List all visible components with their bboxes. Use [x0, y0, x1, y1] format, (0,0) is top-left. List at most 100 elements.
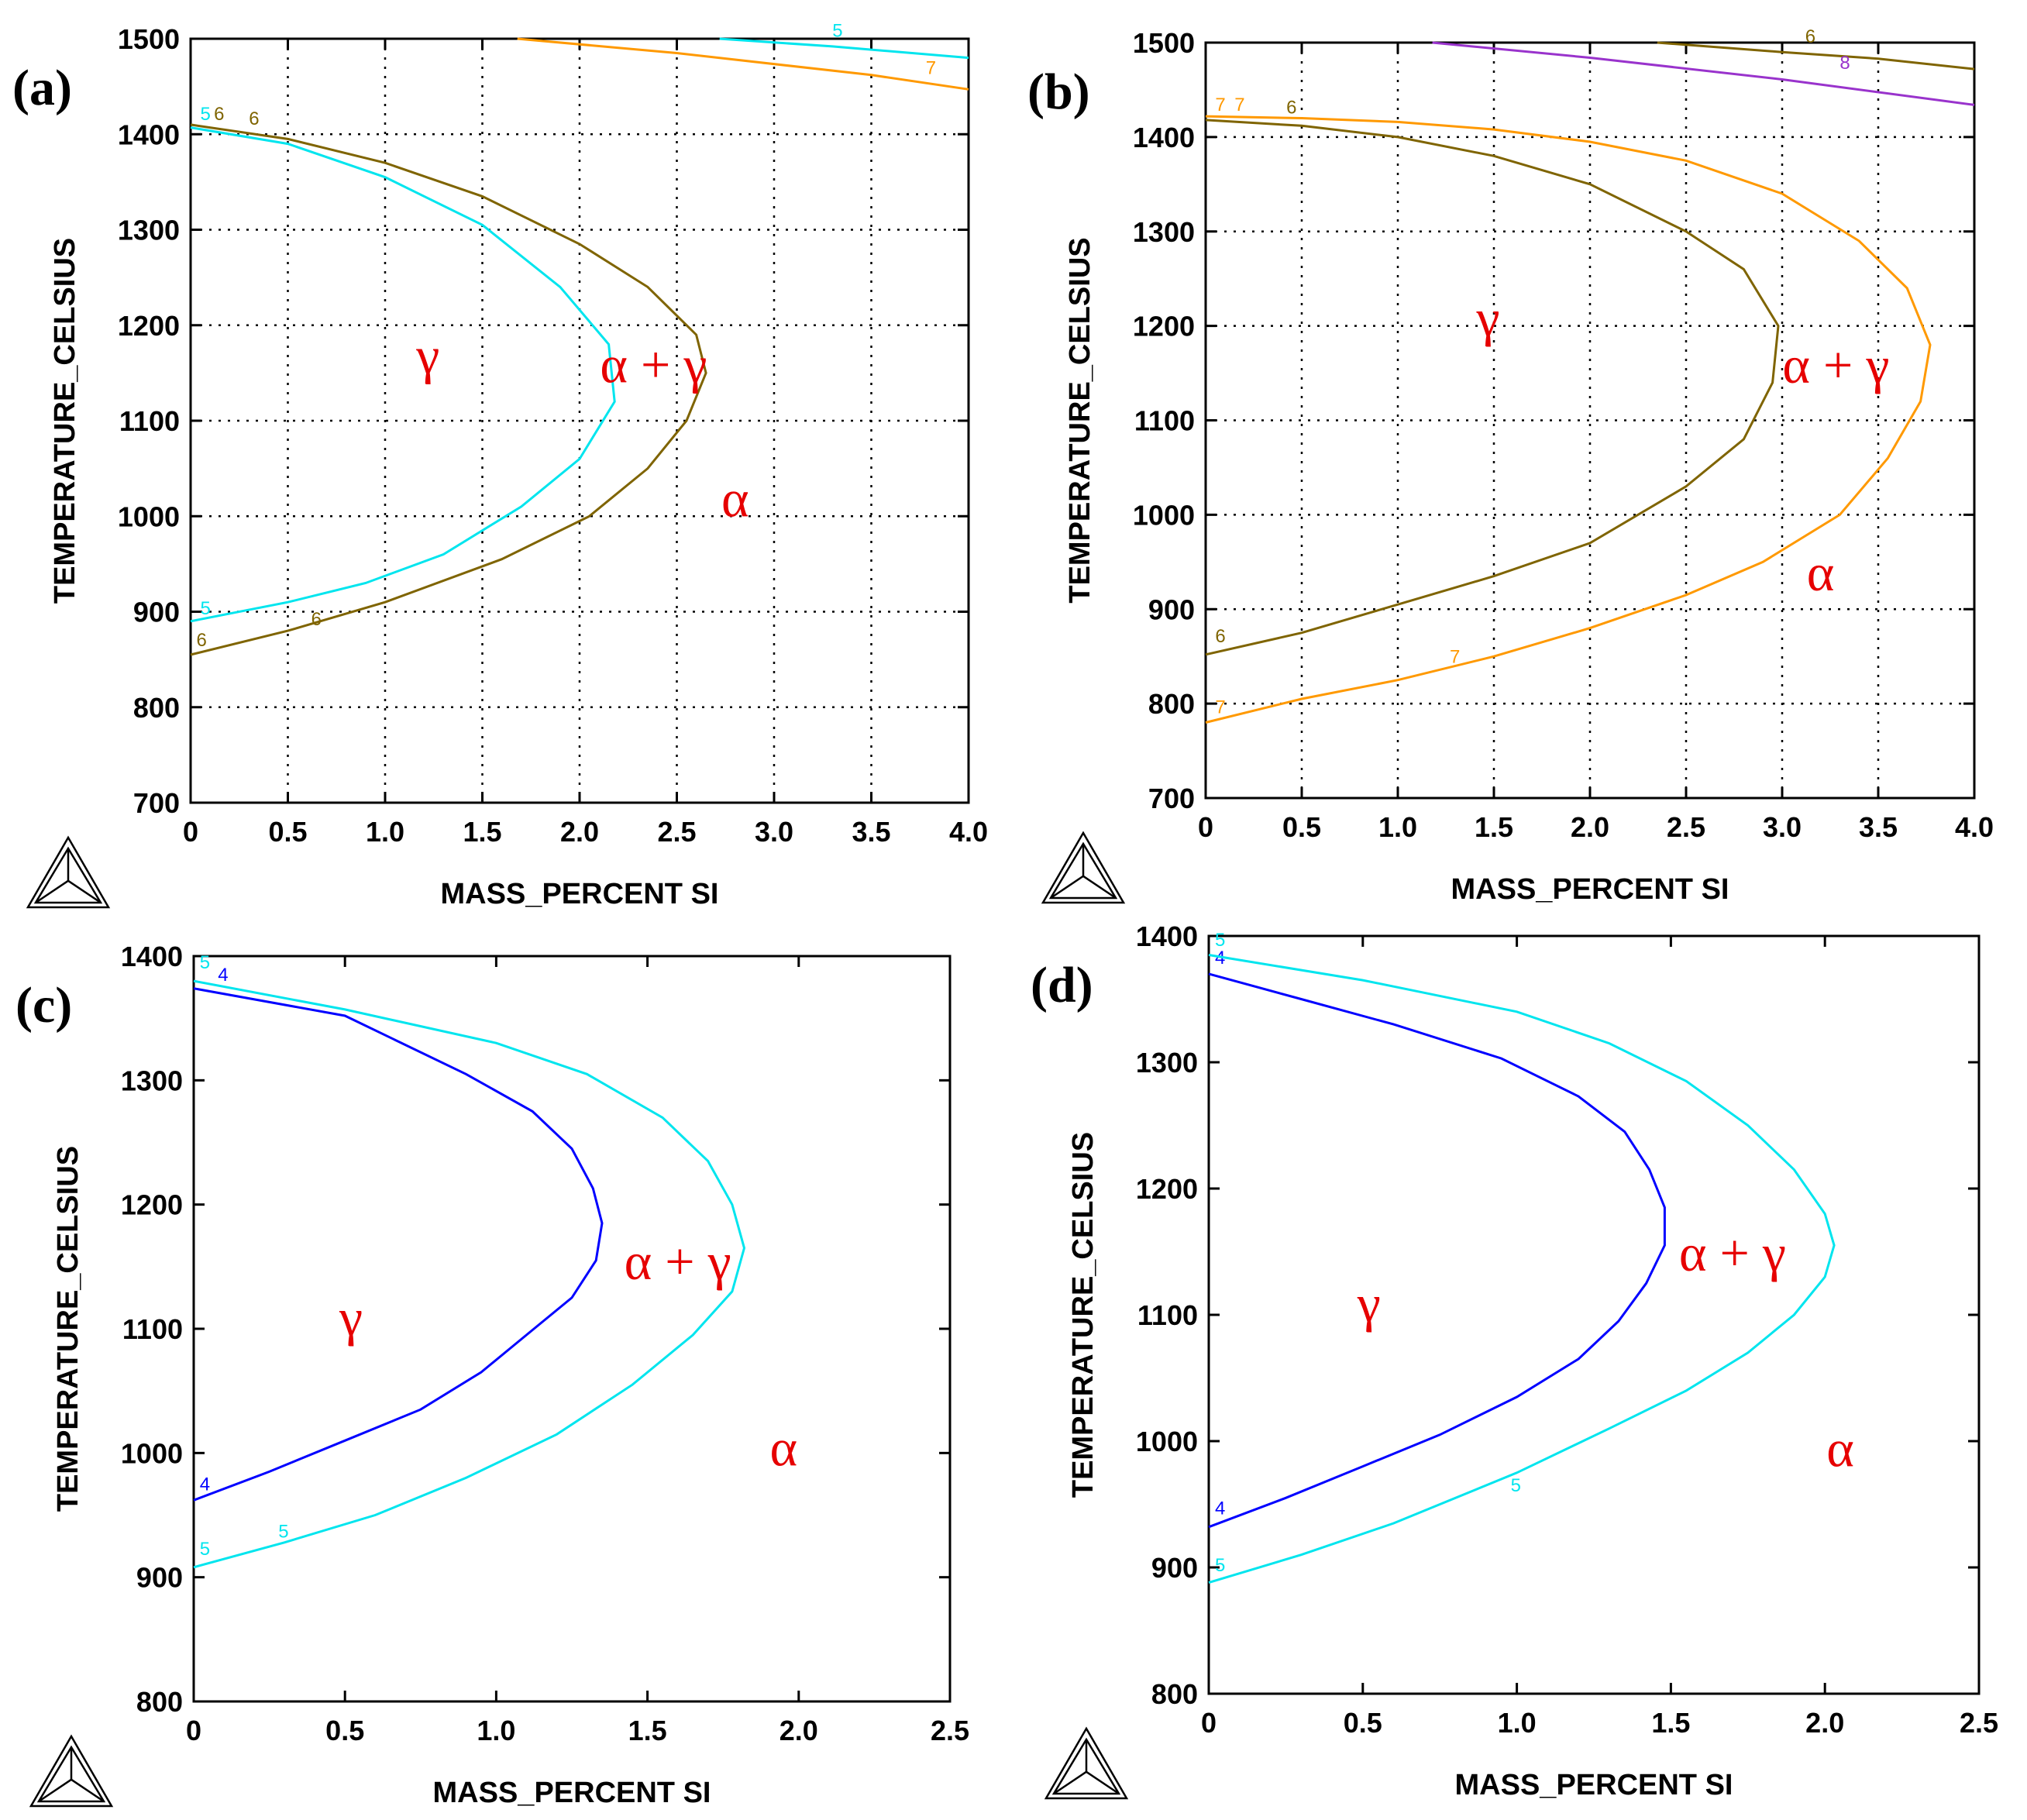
panel-label: (a) — [12, 60, 72, 116]
curve-number-label: 5 — [832, 21, 842, 42]
x-tick-label: 1.0 — [1378, 811, 1417, 843]
curve-number-label: 7 — [1234, 95, 1244, 115]
chart-panel-4: 0 0.5 1.0 1.5 2.0 2.5 800 900 1000 1100 1200 1300 14… — [1031, 920, 1998, 1801]
curve-number-label: 5 — [1215, 1555, 1225, 1576]
curve-number-label: 6 — [311, 609, 322, 630]
y-tick-label: 1500 — [118, 23, 180, 55]
curve-number-label: 6 — [1286, 97, 1296, 118]
logo-outer-triangle — [26, 835, 111, 909]
curve-number-label: 5 — [200, 952, 210, 973]
x-axis-title: MASS_PERCENT SI — [433, 1777, 711, 1809]
curve-number-label: 5 — [200, 1539, 210, 1560]
phase-boundary-5 — [719, 37, 969, 60]
curve-number-label: 4 — [200, 1474, 210, 1495]
software-logo-icon — [1044, 1726, 1129, 1800]
phase-boundary-5 — [193, 979, 746, 1569]
phase-region-label: α + γ — [1679, 1223, 1786, 1282]
chart-panel-3: 0 0.5 1.0 1.5 2.0 2.5 800 900 1000 1100 1200 1300 14… — [15, 941, 969, 1809]
y-tick-label: 1200 — [1136, 1173, 1198, 1205]
curve-number-label: 5 — [1511, 1475, 1521, 1496]
y-tick-label: 1200 — [118, 310, 180, 342]
x-axis-title: MASS_PERCENT SI — [1451, 873, 1729, 906]
phase-boundary-7 — [517, 37, 969, 91]
y-tick-label: 1000 — [118, 501, 180, 532]
curve-number-label: 7 — [1450, 647, 1460, 668]
x-tick-label: 2.0 — [1805, 1707, 1844, 1739]
software-logo-icon — [1041, 831, 1126, 904]
software-logo-icon — [29, 1734, 114, 1808]
logo-inner-triangle — [33, 846, 103, 904]
curve-number-label: 7 — [1215, 95, 1225, 115]
phase-region-label: γ — [1357, 1274, 1381, 1333]
phase-region-label: α — [721, 469, 749, 528]
phase-region-label: α — [1807, 543, 1835, 602]
phase-boundary-6 — [1657, 41, 1975, 71]
y-tick-label: 1000 — [1133, 499, 1195, 531]
x-tick-label: 0 — [1201, 1707, 1217, 1739]
y-tick-label: 1000 — [121, 1437, 183, 1469]
software-logo-icon — [26, 835, 111, 909]
x-tick-label: 2.5 — [1667, 811, 1705, 843]
curve-number-label: 5 — [278, 1521, 288, 1542]
logo-inner-triangle — [36, 1745, 106, 1803]
x-tick-label: 3.0 — [1763, 811, 1802, 843]
y-tick-label: 1300 — [118, 215, 180, 246]
y-tick-label: 1100 — [1137, 1299, 1198, 1331]
x-tick-label: 1.5 — [463, 816, 501, 848]
logo-outer-triangle — [1044, 1726, 1129, 1800]
y-tick-label: 700 — [1148, 783, 1195, 814]
logo-spoke — [38, 1778, 72, 1803]
x-tick-label: 1.5 — [628, 1715, 667, 1746]
y-tick-label: 800 — [136, 1686, 183, 1718]
curve-number-label: 6 — [249, 108, 259, 129]
chart-panel-2: 0 0.5 1.0 1.5 2.0 2.5 3.0 3.5 4.0 700 800 900 1000 11… — [1027, 26, 1994, 906]
phase-region-label: γ — [415, 325, 439, 384]
phase-boundary-6 — [190, 123, 707, 656]
x-tick-label: 0 — [183, 816, 198, 848]
x-tick-label: 0 — [1198, 811, 1213, 843]
y-axis-title: TEMPERATURE_CELSIUS — [1067, 1132, 1100, 1498]
logo-spoke — [1086, 1770, 1120, 1795]
y-tick-label: 1300 — [1136, 1047, 1198, 1079]
x-tick-label: 4.0 — [949, 816, 988, 848]
x-axis-title: MASS_PERCENT SI — [441, 878, 719, 910]
x-tick-label: 4.0 — [1955, 811, 1994, 843]
x-tick-label: 2.5 — [657, 816, 696, 848]
y-tick-label: 1100 — [119, 405, 180, 437]
phase-region-label: α + γ — [625, 1232, 731, 1291]
curve-number-label: 5 — [1215, 930, 1225, 951]
y-axis-title: TEMPERATURE_CELSIUS — [52, 1146, 84, 1512]
logo-spoke — [1050, 875, 1084, 900]
x-tick-label: 0.5 — [1344, 1707, 1382, 1739]
phase-region-label: α + γ — [600, 335, 707, 394]
phase-region-label: α — [769, 1418, 797, 1477]
x-tick-label: 3.5 — [852, 816, 890, 848]
y-tick-label: 1300 — [121, 1065, 183, 1096]
x-tick-label: 2.0 — [1571, 811, 1609, 843]
x-tick-label: 2.0 — [560, 816, 599, 848]
curve-number-label: 5 — [201, 598, 211, 619]
x-tick-label: 2.5 — [1960, 1707, 1998, 1739]
y-tick-label: 1000 — [1136, 1426, 1198, 1457]
logo-spoke — [67, 879, 102, 904]
logo-inner-triangle — [1048, 841, 1118, 900]
curve-number-label: 7 — [926, 58, 936, 79]
phase-boundary-4 — [193, 987, 604, 1502]
curve-number-label: 6 — [1215, 626, 1225, 647]
x-axis-title: MASS_PERCENT SI — [1455, 1769, 1733, 1801]
plot-frame — [1207, 934, 1981, 1695]
x-tick-label: 2.0 — [779, 1715, 818, 1746]
logo-spoke — [35, 879, 69, 904]
x-tick-label: 3.5 — [1859, 811, 1898, 843]
phase-region-label: γ — [339, 1288, 363, 1347]
y-tick-label: 900 — [133, 597, 180, 628]
y-tick-label: 700 — [133, 787, 180, 819]
x-tick-label: 2.5 — [931, 1715, 969, 1746]
y-tick-label: 1100 — [1134, 405, 1195, 437]
y-tick-label: 800 — [133, 692, 180, 724]
x-tick-label: 1.0 — [1498, 1707, 1537, 1739]
logo-outer-triangle — [1041, 831, 1126, 904]
y-tick-label: 900 — [1151, 1552, 1198, 1584]
curve-number-label: 4 — [1215, 1498, 1225, 1519]
